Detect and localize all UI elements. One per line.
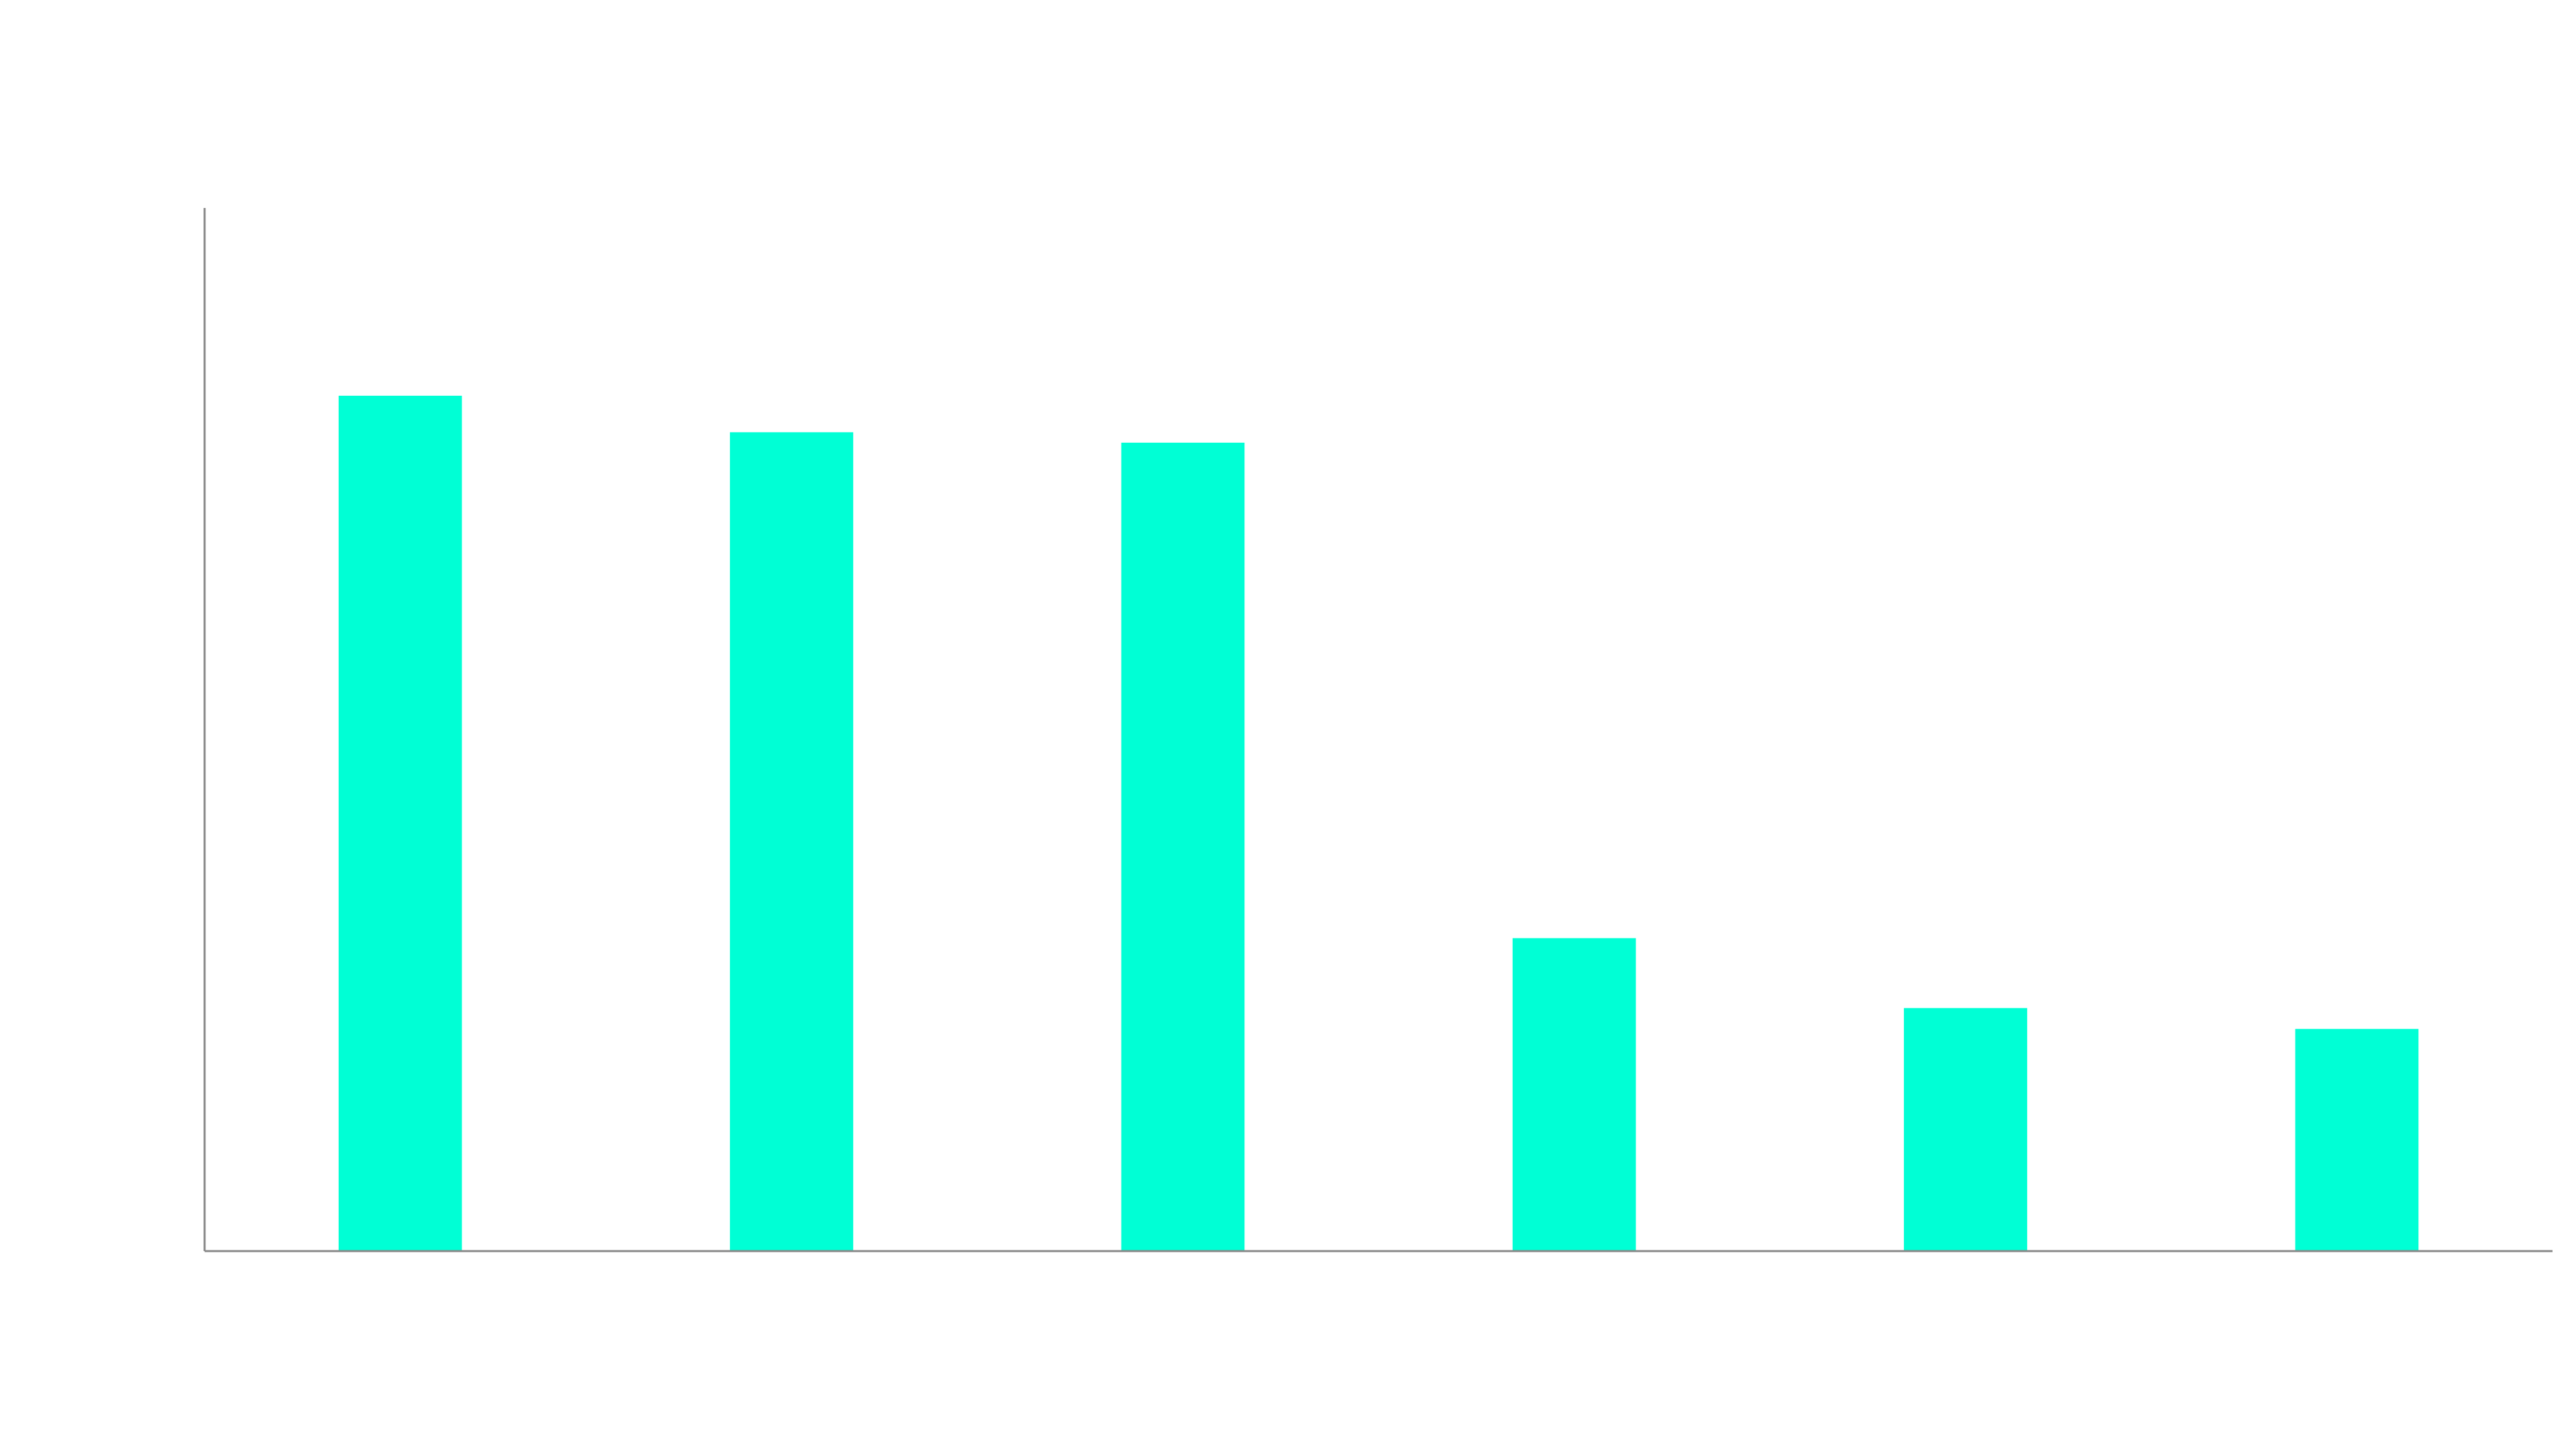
bars-layer (338, 395, 2419, 1252)
bar-4 (1512, 938, 1636, 1251)
bar-3 (1121, 442, 1245, 1252)
bar-6 (2295, 1028, 2419, 1251)
bar-1 (338, 395, 462, 1251)
bar-2 (730, 432, 853, 1251)
bar-5 (1904, 1008, 2027, 1251)
